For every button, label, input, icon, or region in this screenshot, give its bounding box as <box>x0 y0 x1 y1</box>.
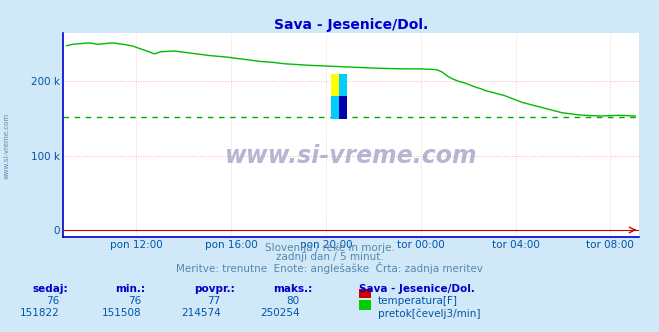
FancyBboxPatch shape <box>339 74 347 97</box>
Text: www.si-vreme.com: www.si-vreme.com <box>3 113 10 179</box>
Text: 214574: 214574 <box>181 308 221 318</box>
Text: www.si-vreme.com: www.si-vreme.com <box>225 144 477 168</box>
Text: Sava - Jesenice/Dol.: Sava - Jesenice/Dol. <box>359 284 475 294</box>
FancyBboxPatch shape <box>339 97 347 119</box>
Text: 80: 80 <box>287 296 300 306</box>
Text: temperatura[F]: temperatura[F] <box>378 296 457 306</box>
Text: 151508: 151508 <box>102 308 142 318</box>
Text: zadnji dan / 5 minut.: zadnji dan / 5 minut. <box>275 252 384 262</box>
Title: Sava - Jesenice/Dol.: Sava - Jesenice/Dol. <box>273 18 428 32</box>
FancyBboxPatch shape <box>331 97 339 119</box>
Text: 76: 76 <box>46 296 59 306</box>
FancyBboxPatch shape <box>331 74 339 97</box>
Text: 77: 77 <box>208 296 221 306</box>
Text: sedaj:: sedaj: <box>33 284 69 294</box>
Text: povpr.:: povpr.: <box>194 284 235 294</box>
Text: min.:: min.: <box>115 284 146 294</box>
Text: 250254: 250254 <box>260 308 300 318</box>
Text: pretok[čevelj3/min]: pretok[čevelj3/min] <box>378 308 480 319</box>
Text: Meritve: trenutne  Enote: anglešaške  Črta: zadnja meritev: Meritve: trenutne Enote: anglešaške Črta… <box>176 262 483 274</box>
Text: Slovenija / reke in morje.: Slovenija / reke in morje. <box>264 243 395 253</box>
Text: 76: 76 <box>129 296 142 306</box>
Text: maks.:: maks.: <box>273 284 313 294</box>
Text: 151822: 151822 <box>20 308 59 318</box>
